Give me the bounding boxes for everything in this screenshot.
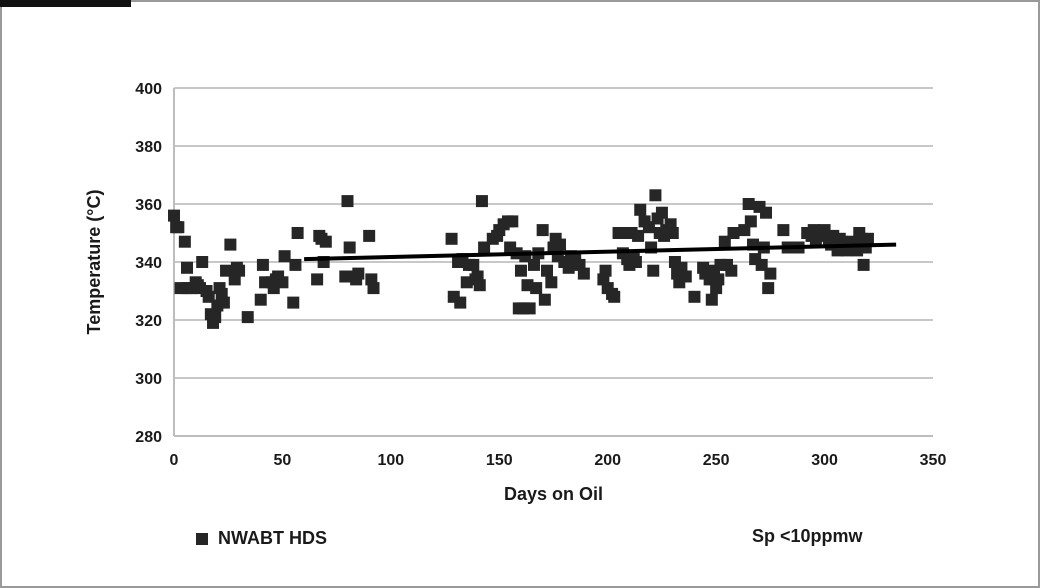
data-point xyxy=(256,258,269,271)
data-point xyxy=(742,198,755,210)
data-point xyxy=(523,302,536,315)
data-point xyxy=(649,189,662,202)
data-point xyxy=(276,276,289,289)
data-point xyxy=(319,235,332,248)
data-point xyxy=(679,270,692,283)
y-tick-label: 360 xyxy=(135,197,162,214)
data-point xyxy=(241,311,254,324)
data-point xyxy=(506,215,519,228)
sulfur-annotation: Sp <10ppmw xyxy=(752,526,863,546)
x-tick-label: 0 xyxy=(170,452,179,469)
data-point xyxy=(181,261,194,274)
x-tick-label: 250 xyxy=(703,452,730,469)
legend-label: NWABT HDS xyxy=(218,528,327,548)
data-point xyxy=(764,267,777,280)
data-point xyxy=(475,195,488,208)
data-point xyxy=(629,256,642,268)
y-tick-label: 320 xyxy=(135,313,162,330)
data-point xyxy=(278,250,291,263)
data-point xyxy=(608,290,621,303)
data-point xyxy=(343,241,356,254)
data-point xyxy=(352,267,365,280)
y-tick-label: 380 xyxy=(135,139,162,156)
data-point xyxy=(445,232,458,245)
data-point xyxy=(363,229,376,242)
data-point xyxy=(554,238,567,251)
data-point xyxy=(291,227,304,239)
data-point xyxy=(688,290,701,303)
legend-marker xyxy=(196,532,208,545)
data-point xyxy=(530,282,543,295)
data-point xyxy=(514,264,527,277)
data-point xyxy=(777,224,790,237)
data-point xyxy=(540,264,553,277)
data-point xyxy=(744,215,757,228)
data-point xyxy=(473,279,486,292)
y-tick-label: 340 xyxy=(135,255,162,272)
legend: NWABT HDS xyxy=(196,528,327,549)
data-point xyxy=(209,311,222,324)
data-point xyxy=(599,264,612,277)
y-tick-label: 280 xyxy=(135,429,162,446)
data-point xyxy=(196,256,209,268)
data-point xyxy=(467,258,480,271)
data-point xyxy=(861,232,874,245)
x-tick-label: 200 xyxy=(594,452,621,469)
x-axis-title: Days on Oil xyxy=(504,484,603,504)
data-point xyxy=(233,264,246,277)
x-tick-label: 300 xyxy=(811,452,838,469)
data-point xyxy=(647,264,660,277)
y-axis-title: Temperature (°C) xyxy=(84,190,104,335)
data-point xyxy=(289,258,302,271)
data-point xyxy=(168,209,180,222)
data-point xyxy=(634,203,647,216)
data-point xyxy=(760,206,773,219)
data-point xyxy=(655,206,668,219)
data-point xyxy=(725,264,738,277)
data-point xyxy=(311,273,324,286)
y-tick-label: 400 xyxy=(135,81,162,98)
data-point xyxy=(727,227,740,239)
data-point xyxy=(178,235,191,248)
x-tick-label: 100 xyxy=(378,452,405,469)
data-point xyxy=(172,221,185,234)
data-point xyxy=(367,282,380,295)
data-point xyxy=(666,227,679,239)
data-point xyxy=(712,273,725,286)
data-point xyxy=(536,224,549,237)
data-point xyxy=(454,296,467,309)
data-point xyxy=(217,296,230,309)
data-point xyxy=(254,293,267,306)
data-point xyxy=(224,238,237,251)
data-point xyxy=(545,276,558,289)
data-point xyxy=(632,229,645,242)
data-point xyxy=(577,267,590,280)
data-point xyxy=(527,258,540,271)
x-tick-label: 350 xyxy=(920,452,947,469)
x-tick-label: 50 xyxy=(274,452,292,469)
data-point xyxy=(341,195,354,208)
data-point xyxy=(762,282,775,295)
data-point xyxy=(857,258,870,271)
corner-tab xyxy=(0,0,131,7)
x-tick-label: 150 xyxy=(486,452,513,469)
data-point xyxy=(287,296,300,309)
y-tick-label: 300 xyxy=(135,371,162,388)
data-point xyxy=(538,293,551,306)
data-point xyxy=(705,293,718,306)
trend-line xyxy=(304,242,897,262)
data-point xyxy=(504,241,517,254)
